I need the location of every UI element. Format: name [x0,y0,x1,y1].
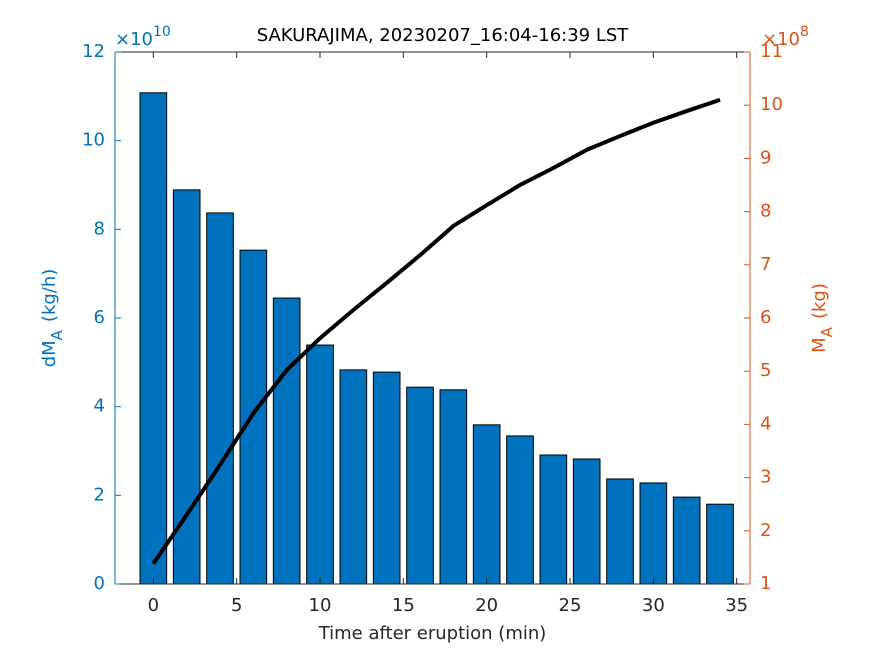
bar [639,482,668,585]
y2-exponent: ×108 [762,24,809,50]
bar [139,92,168,585]
y-axis-label-unit: (kg/h) [39,269,60,322]
y2-exponent-power: 8 [800,24,809,40]
bar [172,189,201,585]
y2-axis-label-sub: A [818,326,836,337]
y2-tick-label: 11 [760,41,783,62]
y-tick-label: 10 [82,130,105,151]
y2-axis-label-main: M [809,337,830,353]
y-tick-label: 6 [94,307,105,328]
y2-tick-label: 4 [760,413,771,434]
x-tick-label: 0 [148,595,159,616]
y2-tick-label: 8 [760,201,771,222]
bar [306,344,334,585]
y2-tick-label: 1 [760,573,771,594]
line [151,97,721,565]
x-tick-label: 15 [392,595,415,616]
bar [706,503,734,585]
y-tick-label: 2 [94,484,105,505]
x-tick-label: 25 [559,595,582,616]
y-tick-label: 4 [94,396,105,417]
x-tick-label: 10 [309,595,332,616]
bar [339,369,368,585]
bar [506,435,534,585]
bar [606,478,634,585]
x-tick-label: 30 [642,595,665,616]
bar [572,458,601,585]
y2-tick-label: 7 [760,254,771,275]
y2-axis-label-unit: (kg) [809,283,830,319]
y-exponent: ×1010 [115,24,171,50]
x-axis-label: Time after eruption (min) [318,623,547,644]
y2-tick-label: 6 [760,307,771,328]
y2-tick-label: 9 [760,147,771,168]
y-axis-label-sub: A [48,329,66,340]
bar [539,454,568,585]
y-axis-label: dMA (kg/h) [39,269,66,368]
y-tick-label: 0 [94,573,105,594]
bar [272,297,301,585]
bar [372,371,401,585]
bar [406,386,434,585]
bar [439,389,468,585]
y2-tick-label: 5 [760,360,771,381]
bar [472,424,501,585]
y-exponent-power: 10 [153,24,171,40]
bar [239,249,268,585]
y-axis-label-main: dM [39,340,60,367]
bar [206,212,234,585]
chart-title: SAKURAJIMA, 20230207_16:04-16:39 LST [257,25,630,46]
y2-axis-label: MA (kg) [809,283,836,353]
y2-tick-label: 2 [760,520,771,541]
x-tick-label: 5 [231,595,242,616]
y2-exponent-base: ×10 [762,29,800,50]
y2-tick-label: 3 [760,467,771,488]
bar [672,496,701,585]
y-tick-label: 12 [82,41,105,62]
x-tick-label: 20 [475,595,498,616]
y-exponent-base: ×10 [115,29,153,50]
y-tick-label: 8 [94,218,105,239]
y2-tick-label: 10 [760,94,783,115]
x-tick-label: 35 [725,595,748,616]
